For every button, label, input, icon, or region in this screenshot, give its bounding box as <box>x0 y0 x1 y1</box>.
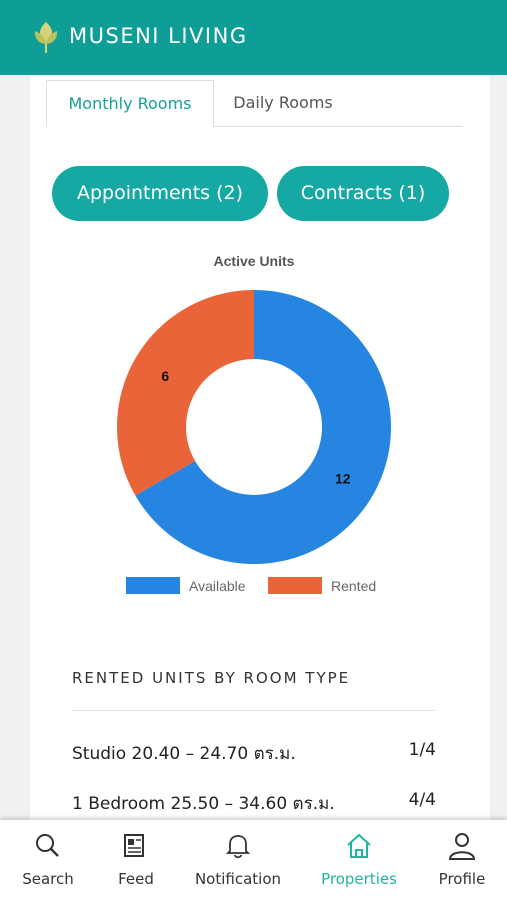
row-value: 1/4 <box>408 740 436 760</box>
nav-label: Notification <box>194 870 282 888</box>
nav-item[interactable]: Search <box>0 820 98 900</box>
nav-label: Search <box>22 870 74 888</box>
button[interactable]: Appointments (2) <box>52 166 268 221</box>
nav-label: Profile <box>438 870 486 888</box>
button[interactable]: Contracts (1) <box>277 166 449 221</box>
legend-label: Rented <box>331 578 376 594</box>
row-label: 1 Bedroom 25.50 – 34.60 ตร.ม. <box>72 794 335 814</box>
legend-label: Available <box>189 578 246 594</box>
nav-icon <box>225 835 251 859</box>
nav-icon <box>347 833 371 858</box>
bottom-nav: Search Feed Notification Properties Profile <box>0 820 507 900</box>
nav-icon <box>124 834 144 857</box>
row-value: 4/4 <box>408 790 436 810</box>
section-title: RENTED UNITS BY ROOM TYPE <box>72 669 351 687</box>
tab[interactable]: Monthly Rooms <box>46 80 214 127</box>
chart-title: Active Units <box>214 253 295 269</box>
legend-swatch <box>126 577 180 594</box>
chart: Active Units 12 6 Available Rented <box>117 253 391 594</box>
tab[interactable]: Daily Rooms <box>233 93 333 112</box>
nav-item[interactable]: Feed <box>86 820 186 900</box>
donut-slice <box>135 290 391 564</box>
brand-title: MUSENI LIVING <box>69 24 248 48</box>
data-label: 6 <box>161 368 169 384</box>
legend-swatch <box>268 577 322 594</box>
nav-label: Properties <box>321 870 397 888</box>
divider <box>72 710 436 711</box>
row-label: Studio 20.40 – 24.70 ตร.ม. <box>72 744 296 764</box>
nav-icon <box>36 834 59 857</box>
data-label: 12 <box>335 470 351 486</box>
donut-slice <box>117 290 255 496</box>
nav-icon <box>448 833 476 860</box>
nav-label: Feed <box>118 870 154 888</box>
tab-divider <box>213 126 463 127</box>
nav-item[interactable]: Notification <box>188 820 288 900</box>
logo <box>34 22 58 53</box>
nav-item[interactable]: Properties <box>309 820 409 900</box>
header: MUSENI LIVING <box>0 0 507 75</box>
nav-item[interactable]: Profile <box>412 820 507 900</box>
